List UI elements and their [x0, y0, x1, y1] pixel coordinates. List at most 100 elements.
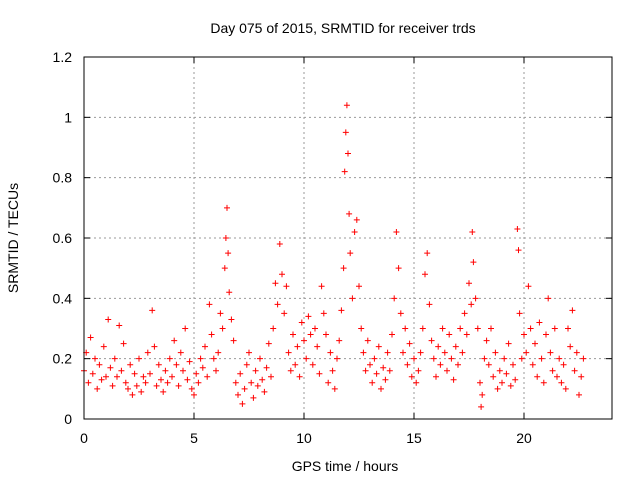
data-point: [371, 355, 378, 362]
data-point: [254, 382, 261, 389]
data-point: [241, 385, 248, 392]
data-point: [222, 235, 229, 241]
data-point: [426, 301, 433, 308]
data-point: [474, 325, 481, 332]
y-tick-labels: 0 0.2 0.4 0.6 0.8 1 1.2: [53, 49, 73, 427]
data-point: [96, 361, 103, 368]
data-point: [346, 210, 353, 217]
data-point: [246, 349, 252, 356]
data-point: [199, 364, 206, 371]
data-point: [250, 394, 257, 401]
data-point: [578, 373, 585, 380]
data-point: [408, 373, 415, 380]
data-point: [111, 355, 118, 362]
data-point: [576, 391, 582, 398]
y-axis-title: SRMTID / TECUs: [5, 183, 21, 293]
data-point: [439, 325, 446, 332]
data-point: [551, 325, 558, 332]
data-point: [334, 355, 340, 362]
data-point: [272, 280, 279, 287]
data-point: [232, 379, 239, 386]
data-point: [446, 331, 453, 338]
data-point: [169, 373, 175, 380]
data-point: [261, 388, 268, 395]
data-point: [188, 385, 195, 392]
data-point: [515, 247, 522, 254]
data-point: [226, 289, 233, 296]
data-point: [138, 388, 145, 395]
data-point: [320, 310, 327, 317]
data-point: [298, 319, 305, 326]
data-point: [404, 361, 411, 368]
data-point: [109, 382, 116, 389]
data-point: [452, 343, 459, 350]
data-point: [459, 349, 466, 356]
data-point: [362, 367, 369, 374]
data-point: [448, 355, 455, 362]
data-point: [263, 364, 270, 371]
data-point: [492, 349, 499, 356]
data-point: [195, 379, 202, 386]
data-point: [534, 373, 541, 380]
data-point: [472, 295, 479, 302]
data-point: [309, 361, 316, 368]
data-point: [567, 343, 574, 350]
data-point: [424, 250, 431, 257]
data-point: [340, 265, 347, 272]
data-point: [569, 307, 576, 314]
data-point: [430, 355, 437, 362]
data-point: [540, 379, 547, 386]
data-point: [413, 379, 420, 386]
data-point: [384, 349, 391, 356]
data-point: [580, 355, 587, 362]
data-point: [380, 364, 387, 371]
data-point: [556, 355, 563, 362]
data-point: [182, 325, 189, 332]
data-point: [378, 385, 384, 392]
data-point: [364, 337, 371, 344]
data-point: [279, 271, 285, 278]
data-point: [155, 361, 162, 368]
data-point: [400, 349, 406, 356]
y-tick-label: 0.4: [53, 290, 73, 306]
data-point: [303, 355, 310, 362]
data-point: [184, 376, 191, 383]
data-point: [276, 241, 283, 248]
y-tick-label: 1.2: [53, 49, 73, 65]
data-point: [103, 373, 109, 380]
data-point: [503, 370, 510, 377]
data-point: [441, 349, 448, 356]
y-tick-label: 0.2: [53, 351, 73, 367]
data-point: [114, 373, 120, 380]
data-point: [351, 228, 358, 235]
data-point: [217, 310, 224, 317]
data-point: [547, 349, 554, 356]
y-tick-label: 0.8: [53, 170, 73, 186]
data-point: [228, 316, 235, 323]
chart-title: Day 075 of 2015, SRMTID for receiver trd…: [210, 20, 475, 36]
x-tick-labels: 0 5 10 15 20: [80, 430, 532, 446]
data-point: [501, 355, 508, 362]
x-tick-label: 5: [190, 430, 198, 446]
data-point: [463, 331, 470, 338]
data-point: [125, 385, 131, 392]
data-point: [521, 331, 527, 338]
data-point: [422, 271, 428, 278]
data-point: [219, 325, 226, 332]
data-point: [206, 301, 213, 308]
data-point: [202, 343, 208, 350]
data-point: [92, 355, 98, 362]
data-point: [573, 349, 580, 356]
data-point: [158, 376, 164, 383]
data-point: [349, 295, 356, 302]
data-point: [208, 331, 215, 338]
axis-ticks: [83, 56, 612, 420]
data-point: [538, 355, 545, 362]
data-point: [118, 367, 125, 374]
data-point: [435, 343, 442, 350]
data-point: [444, 367, 450, 374]
data-point: [518, 355, 525, 362]
data-point: [478, 403, 485, 410]
data-point: [397, 310, 404, 317]
data-point: [483, 337, 490, 344]
